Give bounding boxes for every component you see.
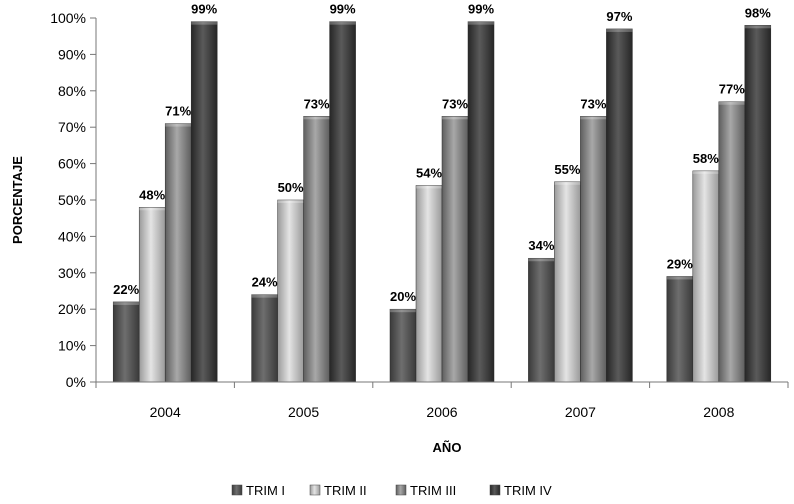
legend-label: TRIM I: [246, 483, 285, 498]
bar: [138, 207, 166, 383]
bar: [467, 21, 495, 383]
bar-cap: [139, 207, 166, 211]
y-tick-label: 60%: [58, 156, 86, 172]
data-label: 58%: [693, 151, 719, 166]
data-label: 29%: [667, 256, 693, 271]
bar-cap: [303, 116, 330, 120]
bar-cap: [580, 116, 607, 120]
bar: [415, 185, 443, 383]
legend-label: TRIM III: [410, 483, 456, 498]
data-label: 22%: [113, 282, 139, 297]
legend-swatch: [395, 484, 407, 496]
y-axis-title: PORCENTAJE: [10, 156, 25, 244]
data-label: 99%: [191, 2, 217, 17]
bar-cap: [329, 21, 356, 25]
bar-cap: [606, 28, 633, 32]
data-label: 48%: [139, 187, 165, 202]
bar: [303, 116, 330, 383]
x-tick-label: 2007: [565, 404, 596, 420]
bar-cap: [554, 181, 581, 185]
bar-cap: [666, 276, 693, 280]
data-label: 54%: [416, 165, 442, 180]
bar: [528, 257, 555, 383]
bar: [112, 301, 140, 383]
legend-label: TRIM IV: [504, 483, 552, 498]
bar-cap: [442, 116, 468, 120]
legend-swatch: [489, 484, 501, 496]
bar: [692, 170, 720, 383]
y-tick-label: 70%: [58, 119, 86, 135]
data-label: 77%: [719, 82, 745, 97]
legend-swatch: [309, 484, 321, 496]
bar: [554, 181, 581, 383]
data-label: 98%: [745, 5, 771, 20]
bar-cap: [165, 123, 192, 127]
data-label: 34%: [528, 238, 554, 253]
y-tick-label: 20%: [58, 301, 86, 317]
bar: [277, 199, 304, 383]
x-axis-title: AÑO: [433, 440, 462, 455]
bar-cap: [468, 21, 494, 25]
bar-cap: [277, 200, 304, 203]
data-label: 97%: [606, 9, 632, 24]
data-label: 73%: [304, 96, 330, 111]
bar: [251, 294, 278, 383]
x-tick-label: 2008: [703, 404, 734, 420]
data-label: 71%: [165, 104, 191, 119]
data-label: 73%: [442, 96, 468, 111]
data-label: 99%: [468, 2, 494, 17]
bar-cap: [390, 309, 416, 313]
bar: [606, 28, 633, 383]
bar: [164, 123, 192, 383]
y-tick-label: 50%: [58, 192, 86, 208]
bar-cap: [528, 258, 555, 262]
x-tick-label: 2004: [150, 404, 181, 420]
y-tick-label: 10%: [58, 338, 86, 354]
y-tick-label: 0%: [66, 374, 86, 390]
data-label: 24%: [252, 275, 278, 290]
bar-cap: [416, 185, 442, 189]
bar-cap: [191, 21, 218, 25]
bar-cap: [251, 294, 278, 298]
bar: [718, 101, 746, 383]
data-label: 73%: [580, 96, 606, 111]
bar: [329, 21, 356, 383]
bar: [666, 276, 694, 383]
y-tick-label: 80%: [58, 83, 86, 99]
data-label: 55%: [554, 162, 580, 177]
y-tick-label: 100%: [50, 10, 86, 26]
y-tick-label: 30%: [58, 265, 86, 281]
x-tick-label: 2006: [426, 404, 457, 420]
bar: [580, 116, 607, 383]
bar: [441, 116, 469, 383]
bar: [190, 21, 218, 383]
y-tick-label: 90%: [58, 46, 86, 62]
bar-cap: [113, 301, 140, 305]
data-label: 20%: [390, 289, 416, 304]
bar: [744, 25, 772, 383]
legend-swatch: [231, 484, 243, 496]
legend: TRIM I TRIM II TRIM III TRIM IV: [231, 483, 552, 498]
data-label: 99%: [330, 2, 356, 17]
data-label: 50%: [278, 180, 304, 195]
legend-label: TRIM II: [324, 483, 367, 498]
bar-cap: [744, 25, 771, 29]
bar-cap: [692, 170, 719, 174]
bar: [389, 308, 417, 383]
x-tick-label: 2005: [288, 404, 319, 420]
y-tick-label: 40%: [58, 228, 86, 244]
bar-cap: [718, 101, 745, 105]
